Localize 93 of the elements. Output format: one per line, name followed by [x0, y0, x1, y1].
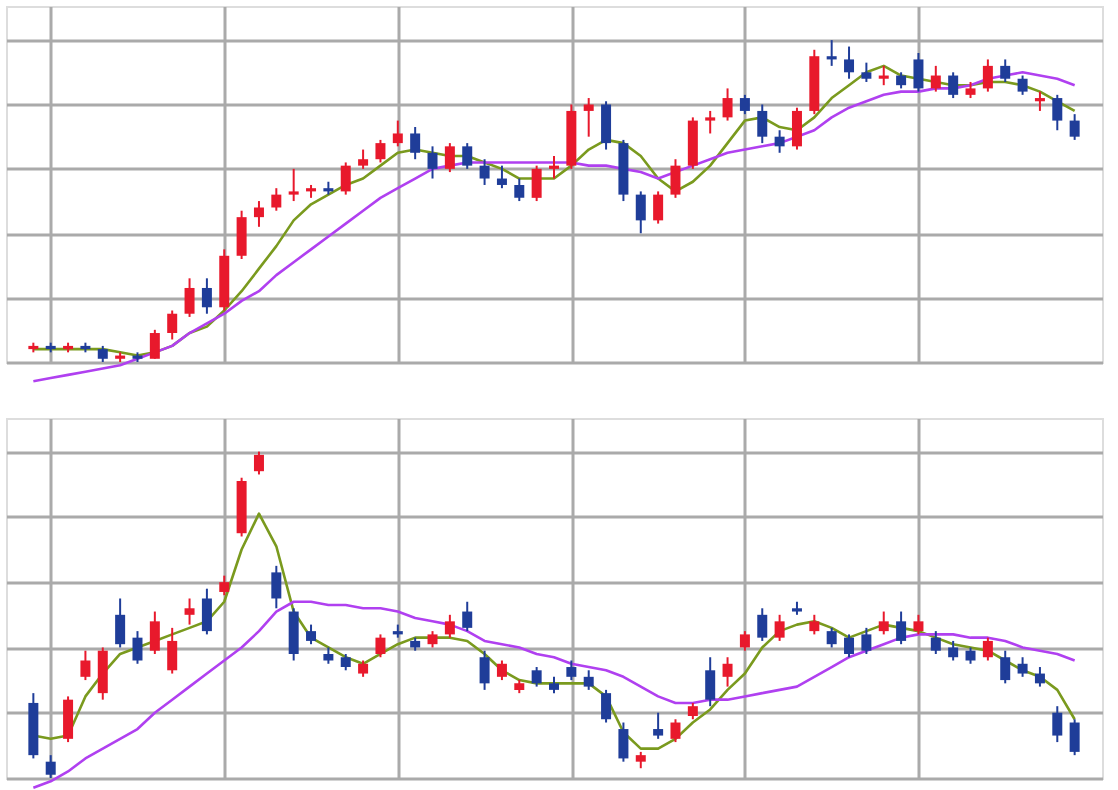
candlestick: [184, 277, 195, 318]
candlestick: [410, 126, 421, 161]
candlestick: [670, 718, 681, 744]
candlestick: [462, 142, 473, 170]
candlestick: [1017, 656, 1028, 678]
candlestick: [201, 277, 212, 315]
candlestick: [1052, 705, 1063, 744]
candlestick: [184, 597, 195, 626]
candlestick: [739, 630, 750, 652]
candlestick: [479, 158, 490, 186]
candlestick: [583, 669, 594, 691]
candlestick: [826, 626, 837, 649]
candlestick: [167, 626, 178, 675]
candlestick: [1052, 93, 1063, 132]
candlestick: [878, 64, 889, 87]
candlestick: [982, 636, 993, 662]
candlestick: [1069, 718, 1080, 757]
candlestick: [1034, 666, 1045, 688]
candlestick: [861, 626, 872, 655]
candlestick: [80, 649, 91, 682]
candlestick: [722, 87, 733, 122]
candlestick: [1017, 74, 1028, 96]
candlestick: [97, 646, 108, 701]
candlestick: [271, 564, 282, 610]
candlestick: [167, 309, 178, 341]
candlestick: [618, 721, 629, 763]
candlestick: [757, 103, 768, 145]
candlestick: [1034, 90, 1045, 112]
candlestick: [219, 574, 230, 597]
candlestick: [531, 666, 542, 688]
candlestick: [757, 607, 768, 642]
candlestick: [809, 613, 820, 636]
candlestick: [236, 209, 247, 260]
candlestick: [549, 155, 559, 180]
candlestick: [635, 190, 646, 235]
candlestick: [913, 51, 924, 93]
candlestick: [948, 71, 959, 100]
candlestick: [496, 659, 507, 682]
candlestick: [271, 187, 282, 212]
candlestick: [583, 97, 594, 138]
candlestick: [948, 639, 959, 662]
candlestick: [288, 167, 299, 203]
candlestick: [340, 161, 351, 196]
candlestick: [930, 64, 941, 93]
candlestick: [739, 93, 750, 116]
candlestick: [722, 656, 733, 688]
candlestick: [149, 328, 160, 360]
candlestick: [444, 142, 455, 174]
candlestick: [149, 610, 160, 655]
candlestick: [427, 145, 438, 180]
candlestick: [861, 61, 872, 83]
candlestick: [566, 659, 577, 682]
candlestick: [253, 450, 264, 476]
candlestick: [479, 649, 490, 691]
candlestick: [132, 630, 143, 665]
candlestick: [462, 600, 473, 633]
candlestick: [982, 58, 993, 93]
candlestick: [201, 587, 212, 636]
candlestick: [601, 100, 612, 151]
candlestick: [375, 138, 386, 164]
candlestick: [930, 630, 941, 655]
candlestick: [670, 158, 681, 199]
candlestick: [913, 613, 924, 636]
candlestick: [705, 656, 716, 708]
candlestick: [774, 129, 785, 154]
candlestick: [531, 164, 542, 203]
candlestick: [774, 613, 785, 642]
candlestick: [878, 610, 889, 636]
candlestick: [45, 754, 56, 779]
candlestick: [444, 613, 455, 639]
candlestick: [896, 610, 907, 646]
candlestick: [844, 45, 855, 80]
candlestick: [1000, 58, 1011, 83]
candlestick: [496, 164, 507, 190]
candlestick: [288, 607, 299, 662]
candlestick: [1000, 649, 1011, 685]
candlestick: [653, 711, 664, 740]
candlestick: [358, 148, 369, 170]
candlestick: [375, 633, 386, 659]
candlestick: [1069, 113, 1080, 141]
candlestick: [306, 623, 317, 646]
candlestick: [392, 119, 403, 148]
candlestick: [115, 597, 126, 649]
candlestick: [844, 633, 855, 659]
candlestick: [63, 695, 74, 744]
candlestick: [705, 109, 716, 135]
candlestick: [514, 177, 525, 203]
candlestick: [687, 116, 698, 170]
candlestick: [601, 688, 612, 724]
candlestick: [653, 190, 664, 225]
candlestick: [791, 106, 802, 151]
candlestick: [826, 39, 837, 67]
candlestick: [253, 200, 264, 228]
